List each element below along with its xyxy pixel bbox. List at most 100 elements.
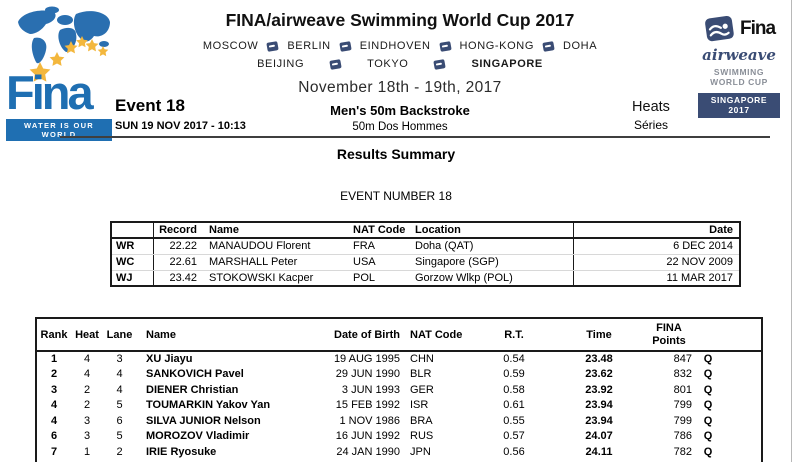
- cell-name: SILVA JUNIOR Nelson: [146, 414, 261, 427]
- cell-dob: 1 NOV 1986: [339, 414, 400, 427]
- cell-rank: 7: [50, 445, 58, 458]
- fina-wordmark: Fina: [6, 66, 94, 119]
- city-eindhoven: EINDHOVEN: [359, 40, 431, 52]
- cell-lane: 3: [116, 353, 123, 366]
- cell-heat: 3: [83, 414, 91, 427]
- records-header-row: Record Name NAT Code Location Date: [111, 222, 740, 239]
- cell-fill: [722, 429, 762, 445]
- city-tokyo: TOKYO: [367, 58, 409, 70]
- cell-date: 22 NOV 2009: [572, 254, 740, 271]
- results-header-row: Rank Heat Lane Name Date of Birth NAT Co…: [36, 318, 762, 352]
- swimmer-badge-icon: [433, 58, 447, 70]
- cell-points: 799: [673, 399, 692, 412]
- event-date-range: November 18th - 19th, 2017: [298, 79, 502, 96]
- cell-rt: 0.59: [503, 368, 525, 381]
- cell-code: WJ: [111, 270, 154, 286]
- cell-rt: 0.57: [503, 430, 525, 443]
- cell-dob: 29 JUN 1990: [335, 368, 400, 381]
- event-number-title: EVENT NUMBER 18: [340, 189, 452, 203]
- cell-date: 11 MAR 2017: [572, 270, 740, 286]
- table-row: 1 4 3 XU Jiayu 19 AUG 1995 CHN 0.54 23.48 847 Q: [36, 351, 762, 367]
- cell-name: DIENER Christian: [146, 383, 239, 396]
- results-header-rt: R.T.: [474, 318, 554, 352]
- cell-nat: USA: [349, 254, 411, 271]
- cell-dob: 3 JUN 1993: [341, 383, 400, 396]
- cell-code: WC: [111, 254, 154, 271]
- cell-fill: [722, 413, 762, 429]
- results-header-lane: Lane: [103, 318, 136, 352]
- cell-points: 847: [673, 353, 692, 366]
- records-header-location: Location: [411, 222, 573, 239]
- cell-lane: 4: [116, 383, 123, 396]
- cell-location: Gorzow Wlkp (POL): [415, 271, 513, 284]
- results-header-rank: Rank: [36, 318, 71, 352]
- cell-q: Q: [703, 383, 713, 396]
- round-english: Heats: [632, 99, 670, 115]
- cell-points: 782: [673, 445, 692, 458]
- cell-heat: 3: [83, 430, 91, 443]
- cell-rt: 0.55: [503, 414, 525, 427]
- swimming-world-cup-label: SWIMMING WORLD CUP: [698, 67, 780, 88]
- cell-fill: [722, 398, 762, 414]
- cell-rank: 1: [50, 353, 58, 366]
- results-header-q: [694, 318, 722, 352]
- results-summary-title: Results Summary: [336, 146, 456, 162]
- page-title: FINA/airweave Swimming World Cup 2017: [225, 10, 575, 30]
- cell-fill: [722, 382, 762, 398]
- cell-dob: 19 AUG 1995: [333, 353, 400, 366]
- results-header-time: Time: [554, 318, 644, 352]
- table-row: 2 4 4 SANKOVICH Pavel 29 JUN 1990 BLR 0.59 23.6…: [36, 367, 762, 383]
- cell-date: 6 DEC 2014: [572, 238, 740, 255]
- fina-wordmark-logo: Fina WATER IS OUR WORLD: [6, 68, 112, 141]
- table-row: WJ 23.42 STOKOWSKI Kacper POL Gorzow Wlkp (P…: [111, 270, 740, 286]
- records-header-date: Date: [572, 222, 740, 239]
- cell-heat: 4: [83, 353, 91, 366]
- cell-fill: [722, 367, 762, 383]
- cell-rank: 4: [50, 414, 58, 427]
- cell-dob: 15 FEB 1992: [335, 399, 400, 412]
- cell-q: Q: [703, 445, 713, 458]
- cell-record: 22.22: [153, 238, 201, 255]
- cell-nat: CHN: [410, 353, 434, 366]
- airweave-fina-wordmark: Fina: [739, 18, 776, 39]
- cell-lane: 6: [116, 414, 123, 427]
- table-row: 4 2 5 TOUMARKIN Yakov Yan 15 FEB 1992 ISR 0.61…: [36, 398, 762, 414]
- round-labels: Heats Séries: [622, 99, 680, 132]
- cell-rank: 4: [50, 399, 58, 412]
- cell-nat: JPN: [410, 445, 431, 458]
- table-row: 7 1 2 IRIE Ryosuke 24 JAN 1990 JPN 0.56 24.11 78…: [36, 444, 762, 460]
- cell-nat: BLR: [410, 368, 432, 381]
- points-header-line2: Points: [652, 334, 686, 347]
- cell-name: STOKOWSKI Kacper: [209, 271, 314, 284]
- cell-nat: RUS: [410, 430, 434, 443]
- cell-dob: 16 JUN 1992: [335, 430, 400, 443]
- cell-rank: 6: [50, 430, 58, 443]
- cell-rt: 0.61: [503, 399, 525, 412]
- cell-q: Q: [703, 353, 713, 366]
- cell-q: Q: [703, 399, 713, 412]
- cell-rt: 0.58: [503, 383, 525, 396]
- cell-q: Q: [703, 414, 713, 427]
- swimmer-badge-icon: [266, 40, 280, 52]
- cell-name: MARSHALL Peter: [201, 254, 349, 271]
- swimmer-badge-icon: [438, 40, 452, 52]
- cell-dob: 24 JAN 1990: [336, 445, 400, 458]
- round-french: Séries: [633, 118, 668, 132]
- cell-q: Q: [703, 430, 713, 443]
- cell-fill: [722, 444, 762, 460]
- cell-points: 801: [673, 383, 692, 396]
- records-table: Record Name NAT Code Location Date WR 22.…: [110, 221, 741, 287]
- cell-record: 23.42: [169, 271, 197, 284]
- fina-tagline: WATER IS OUR WORLD: [6, 119, 112, 141]
- header-divider: [60, 136, 770, 138]
- records-header-record: Record: [153, 222, 201, 239]
- cell-rt: 0.54: [503, 353, 525, 366]
- swimmer-badge-icon: [339, 40, 352, 52]
- event-label: Event 18: [115, 96, 185, 115]
- city-doha: DOHA: [562, 40, 598, 52]
- cell-time: 23.94: [585, 414, 613, 427]
- city-beijing: BEIJING: [257, 58, 305, 70]
- results-header-heat: Heat: [71, 318, 103, 352]
- cell-nat: GER: [410, 383, 434, 396]
- cell-name: MOROZOV Vladimir: [146, 430, 250, 443]
